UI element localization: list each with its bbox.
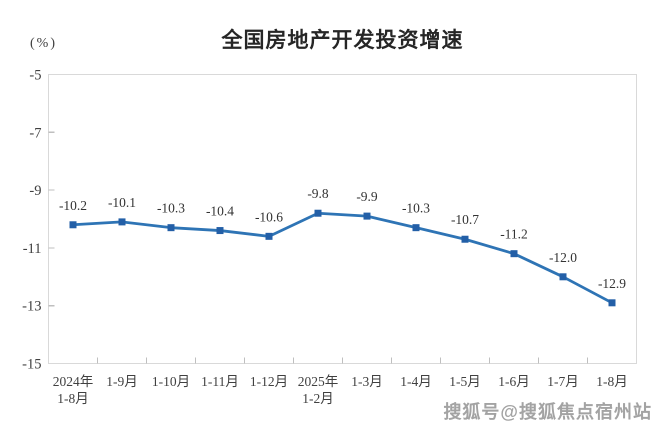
x-axis-category-label: 1-4月 xyxy=(400,374,432,389)
x-axis-category-label: 2024年 xyxy=(53,374,94,389)
y-axis-tick-label: -5 xyxy=(29,68,41,84)
data-point-marker xyxy=(559,273,567,281)
x-axis-category-label: 1-7月 xyxy=(547,374,579,389)
x-axis-category-label: 1-2月 xyxy=(302,391,334,406)
data-point-label: -10.2 xyxy=(59,198,87,213)
data-point-label: -10.3 xyxy=(157,201,185,216)
data-point-label: -10.3 xyxy=(402,201,430,216)
y-axis-unit-label: (%) xyxy=(30,36,57,51)
y-axis-tick-label: -9 xyxy=(29,183,41,199)
data-point-label: -12.0 xyxy=(549,250,577,265)
data-point-label: -9.8 xyxy=(307,186,329,201)
x-axis-category-label: 1-3月 xyxy=(351,374,383,389)
plot-border xyxy=(47,73,638,365)
y-axis-tick-label: -7 xyxy=(29,125,41,141)
data-line xyxy=(71,211,614,305)
data-point-marker xyxy=(461,235,469,243)
data-point-label: -10.7 xyxy=(451,212,479,227)
data-point-label: -10.6 xyxy=(255,209,283,224)
data-point-marker xyxy=(118,218,126,226)
data-point-marker xyxy=(69,221,77,229)
data-point-marker xyxy=(608,299,616,307)
x-axis-category-label: 1-8月 xyxy=(57,391,89,406)
data-point-marker xyxy=(314,209,322,217)
x-axis-category-label: 2025年 xyxy=(298,374,339,389)
y-axis-tick-label: -13 xyxy=(22,299,41,315)
x-axis-category-label: 1-6月 xyxy=(498,374,530,389)
x-axis-category-label: 1-9月 xyxy=(106,374,138,389)
x-axis-category-label: 1-5月 xyxy=(449,374,481,389)
watermark: 搜狐号@搜狐焦点宿州站 xyxy=(443,402,652,422)
data-point-marker xyxy=(216,227,224,235)
data-point-label: -10.4 xyxy=(206,204,234,219)
data-point-marker xyxy=(510,250,518,258)
x-axis-category-label: 1-8月 xyxy=(596,374,628,389)
data-point-label: -12.9 xyxy=(598,276,626,291)
data-point-marker xyxy=(167,224,175,232)
data-point-label: -11.2 xyxy=(500,227,528,242)
data-point-marker xyxy=(363,212,371,220)
data-point-label: -10.1 xyxy=(108,195,136,210)
y-axis-tick-label: -15 xyxy=(22,357,41,373)
data-point-label: -9.9 xyxy=(356,189,378,204)
x-axis-category-label: 1-12月 xyxy=(250,374,288,389)
x-axis-category-label: 1-11月 xyxy=(201,374,239,389)
chart-title: 全国房地产开发投资增速 xyxy=(221,29,464,52)
x-axis-category-label: 1-10月 xyxy=(152,374,190,389)
data-point-marker xyxy=(265,232,273,240)
data-point-marker xyxy=(412,224,420,232)
y-axis-tick-label: -11 xyxy=(23,241,42,257)
